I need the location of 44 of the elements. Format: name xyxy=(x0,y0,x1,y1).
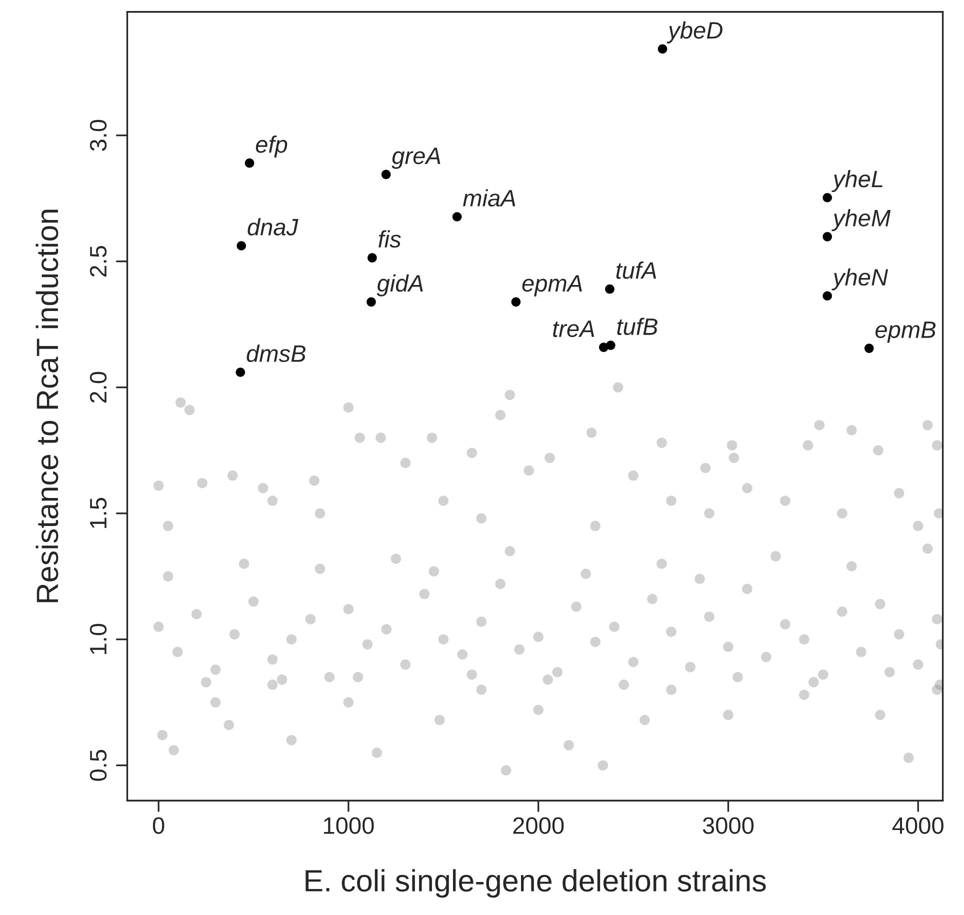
point xyxy=(511,297,521,307)
annotation: dnaJ xyxy=(248,218,298,236)
point xyxy=(366,297,376,307)
y-tick-label: 1.0 xyxy=(90,624,107,654)
annotation: yheN xyxy=(832,268,888,290)
point xyxy=(605,284,614,294)
annotation: ybeD xyxy=(666,21,722,44)
point xyxy=(452,212,462,222)
point xyxy=(822,192,832,202)
annotation: greA xyxy=(392,148,440,169)
x-axis-title: E. coli single-gene deletion strains xyxy=(306,869,766,898)
annotation: tufB xyxy=(617,318,658,336)
annotation: miaA xyxy=(463,189,516,207)
y-tick-label: 2.0 xyxy=(90,372,107,403)
y-axis-title: Resistance to RcaT induction xyxy=(36,210,58,602)
annotation: fis xyxy=(378,230,401,248)
annotation: tufA xyxy=(616,262,656,279)
point xyxy=(381,170,391,180)
annotation: gidA xyxy=(376,274,423,296)
y-tick-label: 3.0 xyxy=(90,120,107,151)
x-tick-label: 0 xyxy=(152,817,164,834)
point xyxy=(236,368,246,377)
point xyxy=(658,44,668,54)
annotation: epmA xyxy=(522,275,582,296)
x-tick-label: 1000 xyxy=(324,817,374,834)
annotation: yheL xyxy=(832,170,882,192)
annotation: yheM xyxy=(832,209,891,232)
x-tick-label: 3000 xyxy=(702,817,754,834)
point xyxy=(368,253,377,262)
y-tick-label: 2.5 xyxy=(90,246,107,277)
x-tick-label: 2000 xyxy=(513,817,564,834)
y-tick-label: 0.5 xyxy=(90,750,107,781)
x-tick-label: 4000 xyxy=(892,817,944,834)
y-tick-label: 1.5 xyxy=(90,498,107,528)
point xyxy=(606,340,616,350)
point xyxy=(822,232,832,242)
annotation: dmsB xyxy=(246,344,306,362)
point xyxy=(864,344,874,353)
annotation: epmB xyxy=(875,322,936,343)
annotation: efp xyxy=(256,136,288,158)
point xyxy=(244,158,254,168)
point xyxy=(822,291,832,301)
annotation: treA xyxy=(553,320,594,338)
point xyxy=(236,241,246,250)
